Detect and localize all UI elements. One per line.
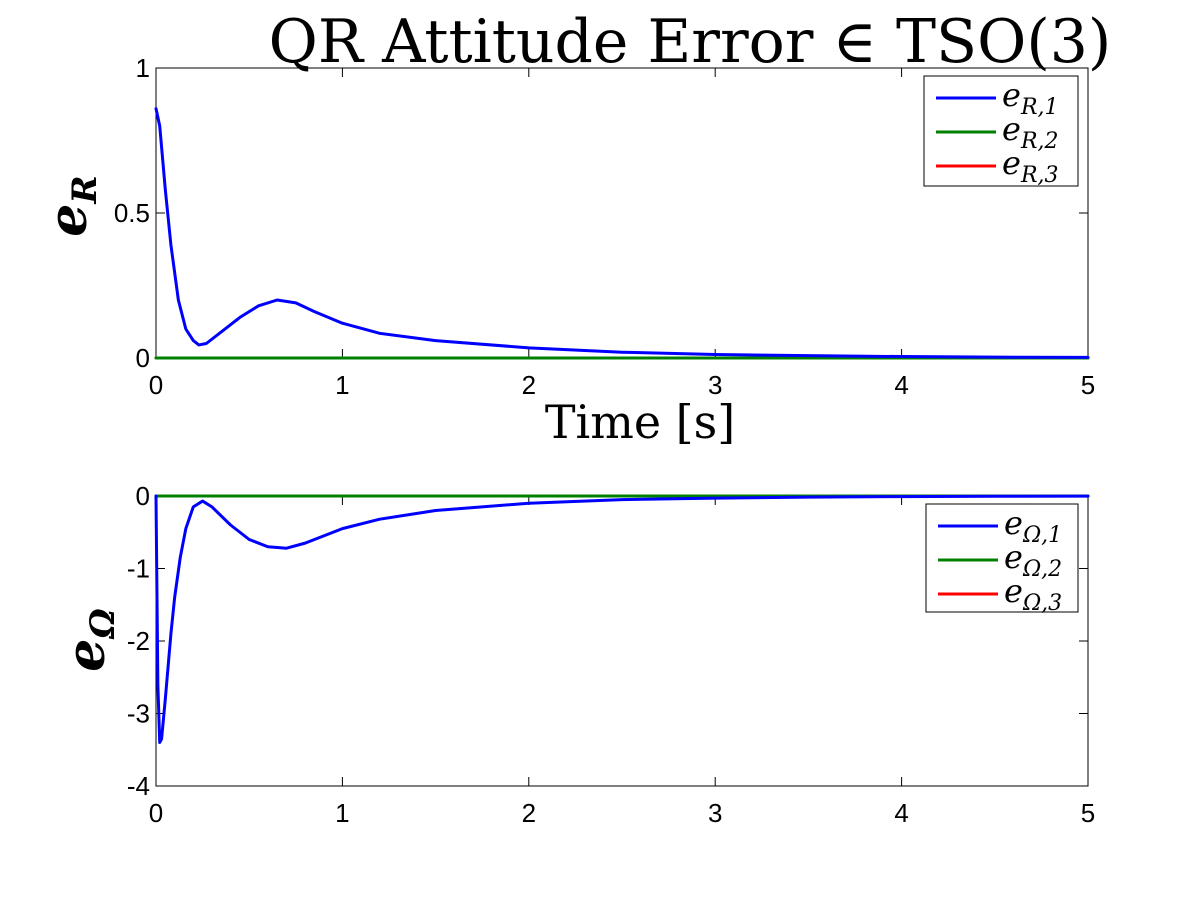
bottom-y-tick-label: -4 [127, 771, 150, 801]
top-legend-entry-sub: R,1 [1020, 95, 1059, 120]
top-series-line-1 [154, 107, 1090, 359]
bottom-legend-entry-sub: Ω,3 [1022, 591, 1062, 616]
bottom-y-tick-label: -1 [127, 554, 150, 584]
top-y-axis-label-main: e [38, 204, 99, 237]
top-legend-entry-main: e [1002, 110, 1021, 148]
top-legend-entry-sub: R,2 [1020, 129, 1059, 154]
bottom-x-tick-label: 3 [708, 798, 722, 828]
top-x-tick-label: 1 [335, 370, 349, 400]
bottom-y-tick-label: -2 [127, 626, 150, 656]
top-legend-entry-2: eR,2 [1002, 110, 1059, 154]
bottom-legend-entry-1: eΩ,1 [1004, 504, 1062, 548]
top-y-axis-label-sub: R [65, 175, 105, 204]
top-x-tick-label: 0 [149, 370, 163, 400]
top-y-tick-label: 0 [136, 343, 150, 373]
bottom-legend-entry-sub: Ω,2 [1022, 557, 1062, 582]
bottom-y-axis-label-main: e [56, 639, 117, 672]
bottom-y-tick-label: -3 [127, 699, 150, 729]
top-legend: eR,1eR,2eR,3 [923, 75, 1079, 188]
bottom-series-line-1 [154, 494, 1090, 744]
top-y-tick-label: 1 [136, 53, 150, 83]
top-legend-entry-main: e [1002, 76, 1021, 114]
top-y-axis-label: eR [38, 175, 105, 236]
chart-title: QR Attitude Error ∈ TSO(3) [269, 7, 1112, 77]
bottom-legend-entry-main: e [1004, 504, 1023, 542]
top-x-tick-label: 2 [522, 370, 536, 400]
top-legend-entry-main: e [1002, 144, 1021, 182]
top-x-axis-label: Time [s] [545, 395, 735, 449]
bottom-y-axis-label: eΩ [56, 608, 123, 671]
top-x-tick-label: 5 [1081, 370, 1095, 400]
bottom-legend-entry-sub: Ω,1 [1022, 523, 1062, 548]
top-legend-entry-1: eR,1 [1002, 76, 1059, 120]
bottom-legend-entry-3: eΩ,3 [1004, 572, 1062, 616]
top-x-tick-label: 3 [708, 370, 722, 400]
bottom-y-tick-label: 0 [136, 481, 150, 511]
bottom-x-tick-label: 1 [335, 798, 349, 828]
bottom-legend-entry-main: e [1004, 572, 1023, 610]
top-y-tick-label: 0.5 [114, 198, 150, 228]
bottom-y-axis-label-sub: Ω [83, 608, 123, 639]
bottom-x-tick-label: 4 [894, 798, 908, 828]
top-legend-entry-3: eR,3 [1002, 144, 1059, 188]
bottom-legend: eΩ,1eΩ,2eΩ,3 [925, 503, 1079, 616]
bottom-x-tick-label: 2 [522, 798, 536, 828]
bottom-legend-entry-2: eΩ,2 [1004, 538, 1062, 582]
bottom-x-tick-label: 5 [1081, 798, 1095, 828]
bottom-x-tick-label: 0 [149, 798, 163, 828]
bottom-legend-entry-main: e [1004, 538, 1023, 576]
top-x-tick-label: 4 [894, 370, 908, 400]
top-legend-entry-sub: R,3 [1020, 163, 1059, 188]
